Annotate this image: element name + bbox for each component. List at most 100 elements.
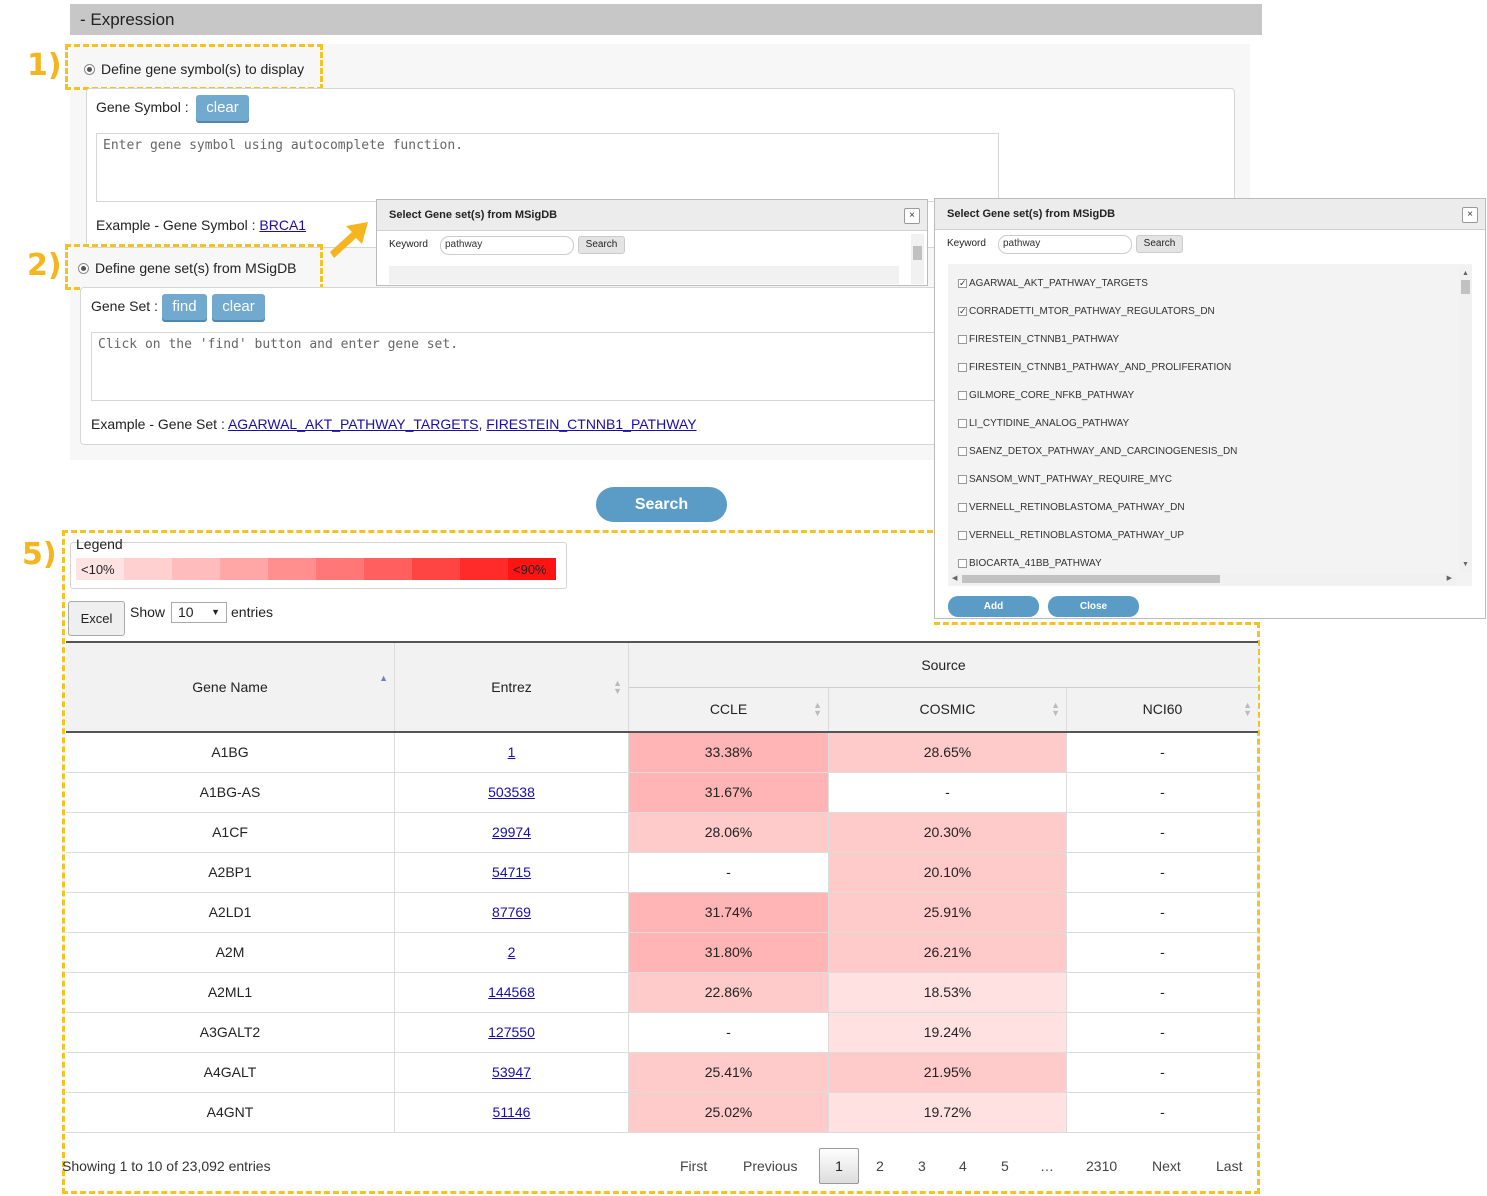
gene-name-cell-value: A1CF (212, 824, 248, 840)
gene-set-option[interactable]: GILMORE_CORE_NFKB_PATHWAY (958, 390, 1134, 401)
checkbox-icon[interactable] (958, 531, 967, 540)
pagination-previous[interactable]: Previous (743, 1158, 798, 1174)
pagination-next[interactable]: Next (1152, 1158, 1181, 1174)
gene-set-option[interactable]: ✓ CORRADETTI_MTOR_PATHWAY_REGULATORS_DN (958, 306, 1215, 317)
scroll-left-icon[interactable]: ◀ (952, 575, 958, 582)
ccle-cell: 25.41% (628, 1052, 829, 1093)
col-entrez[interactable]: Entrez ▲ ▼ (394, 641, 629, 733)
entrez-cell-value[interactable]: 127550 (488, 1024, 535, 1040)
table-row: A2ML1 144568 22.86% 18.53% - (66, 972, 1258, 1013)
gene-set-option[interactable]: FIRESTEIN_CTNNB1_PATHWAY (958, 334, 1119, 345)
pagination-last[interactable]: Last (1216, 1158, 1243, 1174)
sort-icon[interactable]: ▲ ▼ (1243, 700, 1252, 719)
gene-set-option[interactable]: VERNELL_RETINOBLASTOMA_PATHWAY_DN (958, 502, 1185, 513)
close-button[interactable]: Close (1048, 596, 1139, 617)
scrollbar-thumb[interactable] (962, 575, 1220, 583)
sort-icon[interactable]: ▲ ▼ (813, 700, 822, 719)
scrollbar[interactable] (911, 234, 924, 284)
checkbox-icon[interactable] (958, 335, 967, 344)
checkbox-icon[interactable] (958, 475, 967, 484)
col-gene-name[interactable]: Gene Name ▲ (66, 641, 395, 733)
sort-icon[interactable]: ▲ ▼ (1051, 700, 1060, 719)
col-nci60[interactable]: NCI60 ▲ ▼ (1066, 687, 1258, 733)
gene-symbol-input[interactable]: Enter gene symbol using autocomplete fun… (96, 133, 999, 202)
gene-set-option[interactable]: SAENZ_DETOX_PATHWAY_AND_CARCINOGENESIS_D… (958, 446, 1237, 457)
pagination-page-5[interactable]: 5 (1001, 1158, 1009, 1174)
entrez-cell-value[interactable]: 53947 (492, 1064, 531, 1080)
gene-set-clear-button[interactable]: clear (212, 294, 265, 320)
checkbox-icon[interactable] (958, 363, 967, 372)
sort-asc-icon[interactable]: ▲ (379, 673, 388, 684)
keyword-input[interactable]: pathway (998, 235, 1132, 254)
gene-set-option[interactable]: ✓ AGARWAL_AKT_PATHWAY_TARGETS (958, 278, 1148, 289)
gene-set-option[interactable]: SANSOM_WNT_PATHWAY_REQUIRE_MYC (958, 474, 1172, 485)
highlight-border-top-right (934, 622, 1260, 625)
example-link-agarwal[interactable]: AGARWAL_AKT_PATHWAY_TARGETS (227, 416, 479, 432)
pagination-page-1[interactable]: 1 (819, 1148, 859, 1184)
gene-set-radio[interactable]: Define gene set(s) from MSigDB (78, 260, 297, 276)
col-ccle[interactable]: CCLE ▲ ▼ (628, 687, 829, 733)
pagination-page-2[interactable]: 2 (876, 1158, 884, 1174)
checkbox-icon[interactable] (958, 419, 967, 428)
nci60-cell: - (1066, 772, 1258, 813)
entries-select[interactable]: 10 ▼ (171, 602, 227, 623)
search-button[interactable]: Search (596, 487, 727, 522)
gene-set-option[interactable]: BIOCARTA_41BB_PATHWAY (958, 558, 1102, 569)
entrez-cell: 127550 (394, 1012, 629, 1053)
ccle-cell-value: 25.02% (704, 1104, 753, 1120)
checkbox-icon[interactable] (958, 559, 967, 568)
gene-set-option[interactable]: VERNELL_RETINOBLASTOMA_PATHWAY_UP (958, 530, 1184, 541)
gene-symbol-clear-button[interactable]: clear (196, 95, 249, 121)
entrez-cell-value[interactable]: 51146 (492, 1104, 531, 1120)
nci60-cell-value: - (1160, 864, 1165, 880)
scroll-down-icon[interactable]: ▼ (1462, 561, 1469, 568)
entrez-cell-value[interactable]: 1 (507, 744, 516, 761)
dialog-close-icon[interactable]: × (1462, 207, 1478, 223)
scrollbar-thumb[interactable] (913, 246, 922, 260)
gene-symbol-radio[interactable]: Define gene symbol(s) to display (84, 61, 304, 77)
entrez-cell-value[interactable]: 2 (507, 944, 516, 960)
scroll-right-icon[interactable]: ▶ (1446, 575, 1452, 582)
sort-icon[interactable]: ▲ ▼ (613, 678, 622, 696)
checkbox-icon[interactable] (958, 503, 967, 512)
entrez-cell-value[interactable]: 144568 (488, 984, 535, 1000)
keyword-search-button[interactable]: Search (578, 236, 625, 254)
gene-set-radio-label: Define gene set(s) from MSigDB (95, 260, 297, 276)
add-button[interactable]: Add (948, 596, 1039, 617)
ccle-cell: 25.02% (628, 1092, 829, 1133)
pagination-page-3[interactable]: 3 (918, 1158, 926, 1174)
ccle-cell: 22.86% (628, 972, 829, 1013)
gene-name-cell-value: A4GNT (206, 1104, 254, 1120)
entrez-cell-value[interactable]: 87769 (492, 904, 531, 920)
excel-button[interactable]: Excel (68, 601, 125, 636)
example-link-brca1[interactable]: BRCA1 (259, 217, 307, 233)
gene-set-input[interactable]: Click on the 'find' button and enter gen… (91, 332, 937, 401)
nci60-cell: - (1066, 732, 1258, 773)
checkbox-checked-icon[interactable]: ✓ (958, 306, 967, 316)
example-link-firestein[interactable]: FIRESTEIN_CTNNB1_PATHWAY (486, 416, 697, 432)
scroll-up-icon[interactable]: ▲ (1462, 270, 1469, 277)
pagination-page-4[interactable]: 4 (959, 1158, 967, 1174)
checkbox-icon[interactable] (958, 391, 967, 400)
gene-set-option[interactable]: LI_CYTIDINE_ANALOG_PATHWAY (958, 418, 1129, 429)
scrollbar-thumb[interactable] (1461, 280, 1470, 294)
keyword-input[interactable]: pathway (440, 236, 574, 255)
section-header[interactable]: - Expression (70, 4, 1262, 35)
entrez-cell-value[interactable]: 29974 (492, 824, 531, 840)
checkbox-icon[interactable] (958, 447, 967, 456)
nci60-cell: - (1066, 1092, 1258, 1133)
dialog-close-icon[interactable]: × (904, 208, 920, 224)
gene-set-find-button[interactable]: find (162, 294, 207, 320)
col-cosmic[interactable]: COSMIC ▲ ▼ (828, 687, 1067, 733)
col-entrez-label: Entrez (491, 679, 532, 695)
entrez-cell-value[interactable]: 503538 (488, 784, 535, 800)
keyword-label: Keyword (947, 238, 986, 249)
entrez-cell-value[interactable]: 54715 (492, 864, 531, 880)
vertical-scrollbar[interactable]: ▲ ▼ (1459, 266, 1472, 572)
pagination-first[interactable]: First (680, 1158, 708, 1174)
checkbox-checked-icon[interactable]: ✓ (958, 278, 967, 288)
gene-set-option[interactable]: FIRESTEIN_CTNNB1_PATHWAY_AND_PROLIFERATI… (958, 362, 1231, 373)
pagination-last-page[interactable]: 2310 (1086, 1158, 1118, 1174)
horizontal-scrollbar[interactable]: ◀ ▶ (950, 573, 1456, 585)
keyword-search-button[interactable]: Search (1136, 235, 1183, 253)
